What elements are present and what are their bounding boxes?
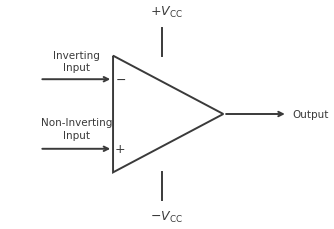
Text: Non-Inverting: Non-Inverting bbox=[41, 118, 112, 128]
Text: $+V_{\mathrm{CC}}$: $+V_{\mathrm{CC}}$ bbox=[150, 5, 183, 20]
Text: $-V_{\mathrm{CC}}$: $-V_{\mathrm{CC}}$ bbox=[150, 209, 183, 224]
Text: Inverting: Inverting bbox=[53, 51, 100, 61]
Text: Input: Input bbox=[63, 130, 90, 140]
Text: Input: Input bbox=[63, 63, 90, 73]
Text: −: − bbox=[116, 73, 126, 86]
Text: Output: Output bbox=[292, 109, 329, 120]
Text: +: + bbox=[115, 143, 125, 156]
